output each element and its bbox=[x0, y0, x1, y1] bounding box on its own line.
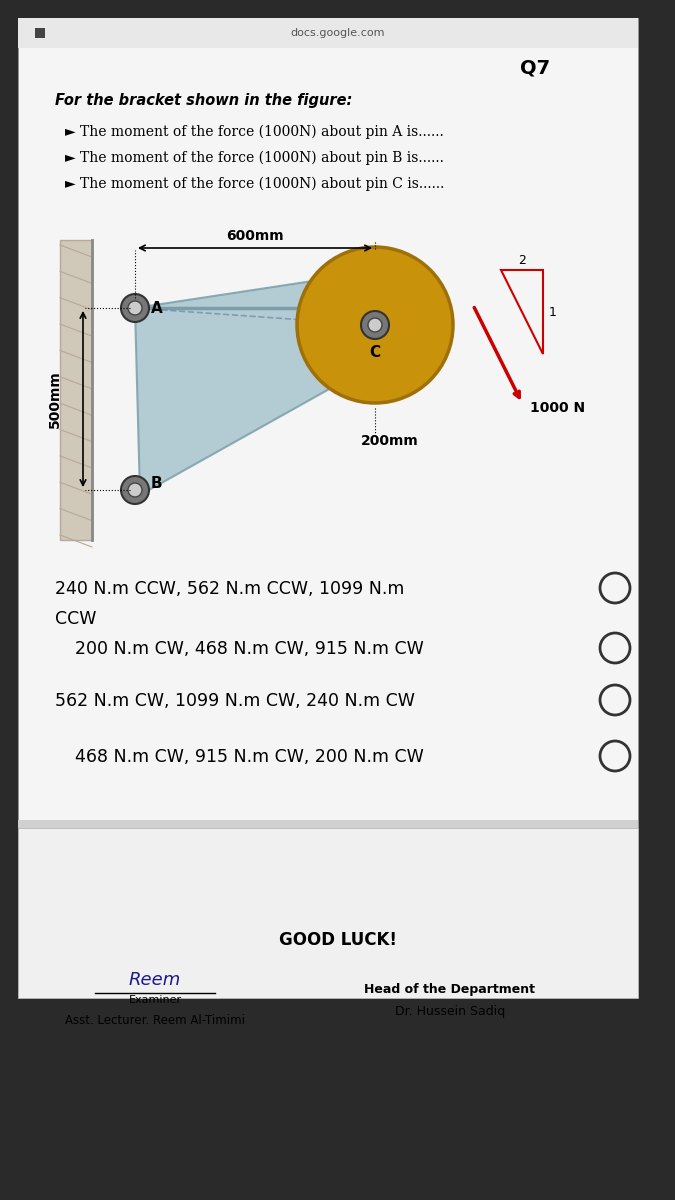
Circle shape bbox=[121, 476, 149, 504]
Circle shape bbox=[297, 247, 453, 403]
Text: 562 N.m CW, 1099 N.m CW, 240 N.m CW: 562 N.m CW, 1099 N.m CW, 240 N.m CW bbox=[55, 692, 415, 710]
Text: 200 N.m CW, 468 N.m CW, 915 N.m CW: 200 N.m CW, 468 N.m CW, 915 N.m CW bbox=[75, 640, 424, 658]
Text: docs.google.com: docs.google.com bbox=[291, 28, 385, 38]
Text: 500mm: 500mm bbox=[48, 370, 62, 428]
Text: CCW: CCW bbox=[55, 610, 97, 628]
Text: Dr. Hussein Sadiq: Dr. Hussein Sadiq bbox=[395, 1006, 505, 1019]
Text: Asst. Lecturer. Reem Al-Timimi: Asst. Lecturer. Reem Al-Timimi bbox=[65, 1014, 245, 1026]
Text: 1: 1 bbox=[549, 306, 557, 318]
Text: A: A bbox=[151, 301, 163, 316]
Text: 200mm: 200mm bbox=[361, 434, 419, 448]
Text: 240 N.m CCW, 562 N.m CCW, 1099 N.m: 240 N.m CCW, 562 N.m CCW, 1099 N.m bbox=[55, 580, 404, 598]
Text: Q7: Q7 bbox=[520, 59, 550, 78]
Text: ► The moment of the force (1000N) about pin A is......: ► The moment of the force (1000N) about … bbox=[65, 125, 443, 139]
Text: 1000 N: 1000 N bbox=[530, 401, 585, 415]
Text: B: B bbox=[151, 476, 163, 491]
Text: 468 N.m CW, 915 N.m CW, 200 N.m CW: 468 N.m CW, 915 N.m CW, 200 N.m CW bbox=[75, 748, 424, 766]
Text: Examiner: Examiner bbox=[128, 995, 182, 1006]
Text: GOOD LUCK!: GOOD LUCK! bbox=[279, 931, 397, 949]
Bar bbox=[60, 240, 92, 540]
Circle shape bbox=[128, 482, 142, 497]
Bar bbox=[18, 18, 638, 48]
Text: Head of the Department: Head of the Department bbox=[364, 984, 535, 996]
Bar bbox=[18, 820, 638, 828]
Circle shape bbox=[368, 318, 382, 332]
Polygon shape bbox=[135, 270, 390, 494]
Text: 600mm: 600mm bbox=[226, 229, 284, 242]
Circle shape bbox=[361, 311, 389, 338]
Bar bbox=[18, 18, 638, 998]
Bar bbox=[35, 28, 45, 38]
Text: ► The moment of the force (1000N) about pin B is......: ► The moment of the force (1000N) about … bbox=[65, 151, 444, 166]
Text: 2: 2 bbox=[518, 253, 526, 266]
Text: C: C bbox=[369, 346, 380, 360]
Text: Reem: Reem bbox=[129, 971, 181, 989]
Circle shape bbox=[121, 294, 149, 322]
Circle shape bbox=[128, 301, 142, 314]
Bar bbox=[18, 828, 638, 998]
Text: ► The moment of the force (1000N) about pin C is......: ► The moment of the force (1000N) about … bbox=[65, 176, 444, 191]
Text: For the bracket shown in the figure:: For the bracket shown in the figure: bbox=[55, 92, 352, 108]
